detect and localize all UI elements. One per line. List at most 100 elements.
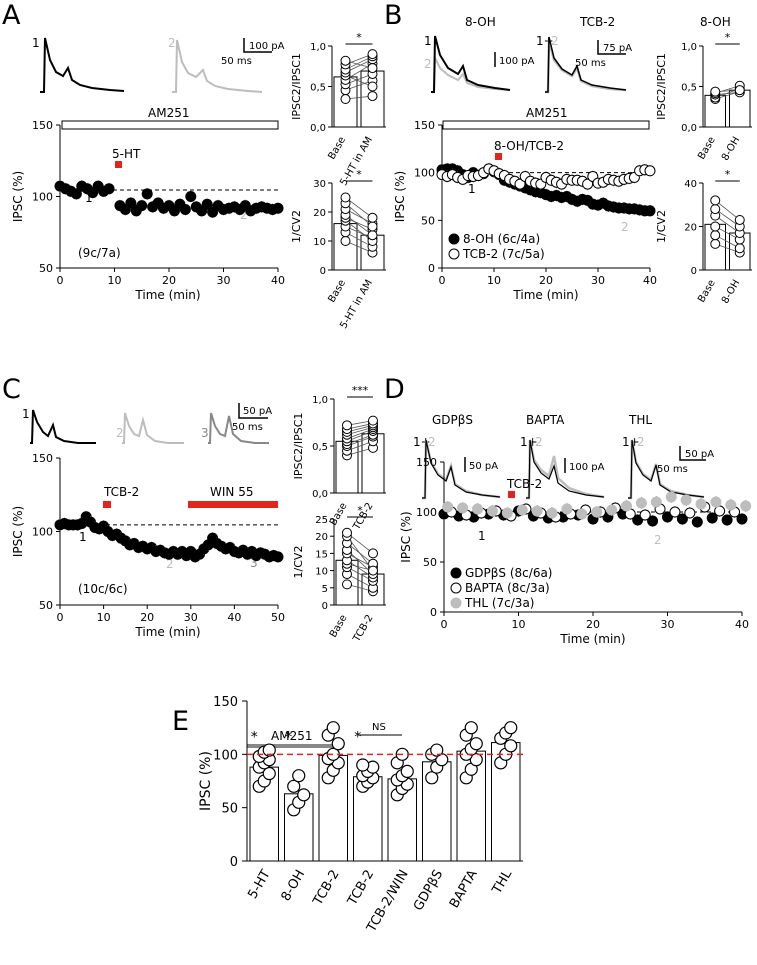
y-tick-label: 100	[32, 191, 53, 204]
y-axis-label: 1/CV2	[292, 546, 305, 579]
y-axis-label: 1/CV2	[655, 210, 668, 243]
category-label: 8-OH	[279, 868, 309, 904]
data-point	[367, 221, 378, 232]
data-point	[342, 420, 352, 431]
data-point	[179, 204, 191, 215]
y-axis-label: IPSC (%)	[198, 751, 214, 811]
x-axis-label: Time (min)	[512, 288, 578, 302]
drug-marker	[115, 161, 122, 168]
significance-label: *	[356, 31, 362, 44]
y-axis-label: IPSC2/IPSC1	[655, 53, 668, 120]
data-point	[680, 494, 692, 506]
ns-label: NS	[372, 722, 386, 733]
scale-y2-label: 75 pA	[603, 43, 632, 54]
panel-c-timecourse: TCB-2 WIN 55 (10c/6c) 1 2 3	[78, 485, 278, 596]
drug-label: TCB-2	[506, 477, 542, 491]
data-point	[125, 197, 137, 209]
data-point	[650, 496, 662, 508]
y-tick-label: 150	[32, 452, 53, 465]
category-label: BAPTA	[447, 867, 481, 911]
data-point	[644, 205, 656, 217]
category-label: Base	[328, 501, 350, 528]
panel-b-timecourse: AM251 8-OH/TCB-2 1 2 8-OH	[442, 15, 731, 234]
y-tick-label: 0	[320, 266, 326, 277]
scale-bar	[238, 403, 268, 419]
y-axis-label: IPSC (%)	[11, 506, 25, 557]
pair-line	[345, 231, 373, 248]
y-tick-label: 150	[32, 119, 53, 132]
point-label-2: 2	[166, 557, 174, 571]
data-point	[141, 188, 153, 200]
data-point	[367, 212, 378, 223]
x-tick-label: 40	[735, 618, 749, 631]
panel-letter-a: A	[2, 0, 21, 31]
trace-base	[30, 409, 96, 444]
legend-label: 8-OH (6c/4a)	[463, 232, 540, 246]
legend-marker	[450, 582, 462, 594]
scale-bar	[243, 38, 272, 53]
trace-title-8oh: 8-OH	[465, 15, 496, 29]
pair-line	[345, 197, 373, 219]
data-point	[486, 505, 498, 517]
x-tick-label: 0	[439, 274, 446, 287]
trace-tcb2-base	[545, 36, 627, 93]
y-tick-label: 150	[416, 456, 437, 469]
panel-d-timecourse: TCB-2 1 2	[478, 477, 662, 547]
data-point	[710, 496, 722, 508]
y-tick-label: 0	[428, 262, 435, 275]
x-tick-label: 30	[591, 274, 605, 287]
data-point	[734, 85, 745, 96]
x-tick-label: 0	[441, 618, 448, 631]
y-tick-label: 10	[315, 567, 328, 578]
data-point	[367, 81, 378, 92]
pair-line	[715, 215, 740, 234]
panel-letter-c: C	[2, 374, 21, 405]
significance-label: *	[251, 730, 258, 746]
y-tick-label: 5	[322, 584, 328, 595]
x-tick-label: 50	[271, 611, 285, 624]
y-axis-label: IPSC2/IPSC1	[292, 413, 305, 480]
scale-y-label: 50 pA	[243, 406, 272, 417]
trace-label-1: 1	[424, 34, 432, 48]
data-point	[606, 504, 618, 516]
x-tick-label: 40	[227, 611, 241, 624]
trace-label-1: 1	[22, 407, 30, 421]
x-tick-label: 40	[271, 274, 285, 287]
scale-y1-label: 50 pA	[469, 461, 498, 472]
am251-label: AM251	[526, 106, 567, 120]
data-point	[464, 721, 478, 735]
data-point	[262, 766, 276, 781]
scale-x-label: 50 ms	[232, 422, 263, 433]
y-tick-label: 15	[315, 549, 328, 560]
significance-label: *	[725, 168, 731, 181]
data-point	[621, 500, 633, 512]
significance-label: *	[285, 730, 292, 746]
drug-label: 5-HT	[112, 147, 141, 161]
data-point	[516, 504, 528, 516]
trace-title-thl: THL	[628, 413, 652, 427]
data-point	[136, 200, 148, 212]
data-point	[734, 214, 745, 225]
y-tick-label: 0,5	[312, 442, 328, 453]
pair-line	[346, 532, 374, 554]
y-tick-label: 0,0	[312, 489, 328, 500]
data-point	[103, 183, 115, 195]
x-tick-label: 30	[217, 274, 231, 287]
significance-label: *	[725, 31, 731, 44]
category-label: TCB-2	[345, 868, 378, 909]
panel-b-cv-plot: 0 20 40 1/CV2 Base 8-OH *	[655, 168, 752, 306]
y-axis-label: IPSC (%)	[393, 171, 407, 222]
scale-bar-tcb2	[597, 40, 626, 55]
panel-a-traces: 1 2 100 pA 50 ms	[32, 36, 285, 93]
data-point	[430, 743, 444, 757]
point-label-2: 2	[240, 208, 248, 222]
data-point	[287, 779, 301, 793]
data-point	[472, 503, 484, 515]
data-point	[676, 513, 688, 525]
x-tick-label: 20	[586, 618, 600, 631]
scale-x-label: 50 ms	[657, 464, 688, 475]
data-point	[367, 230, 378, 241]
y-tick-label: 100	[213, 748, 238, 763]
